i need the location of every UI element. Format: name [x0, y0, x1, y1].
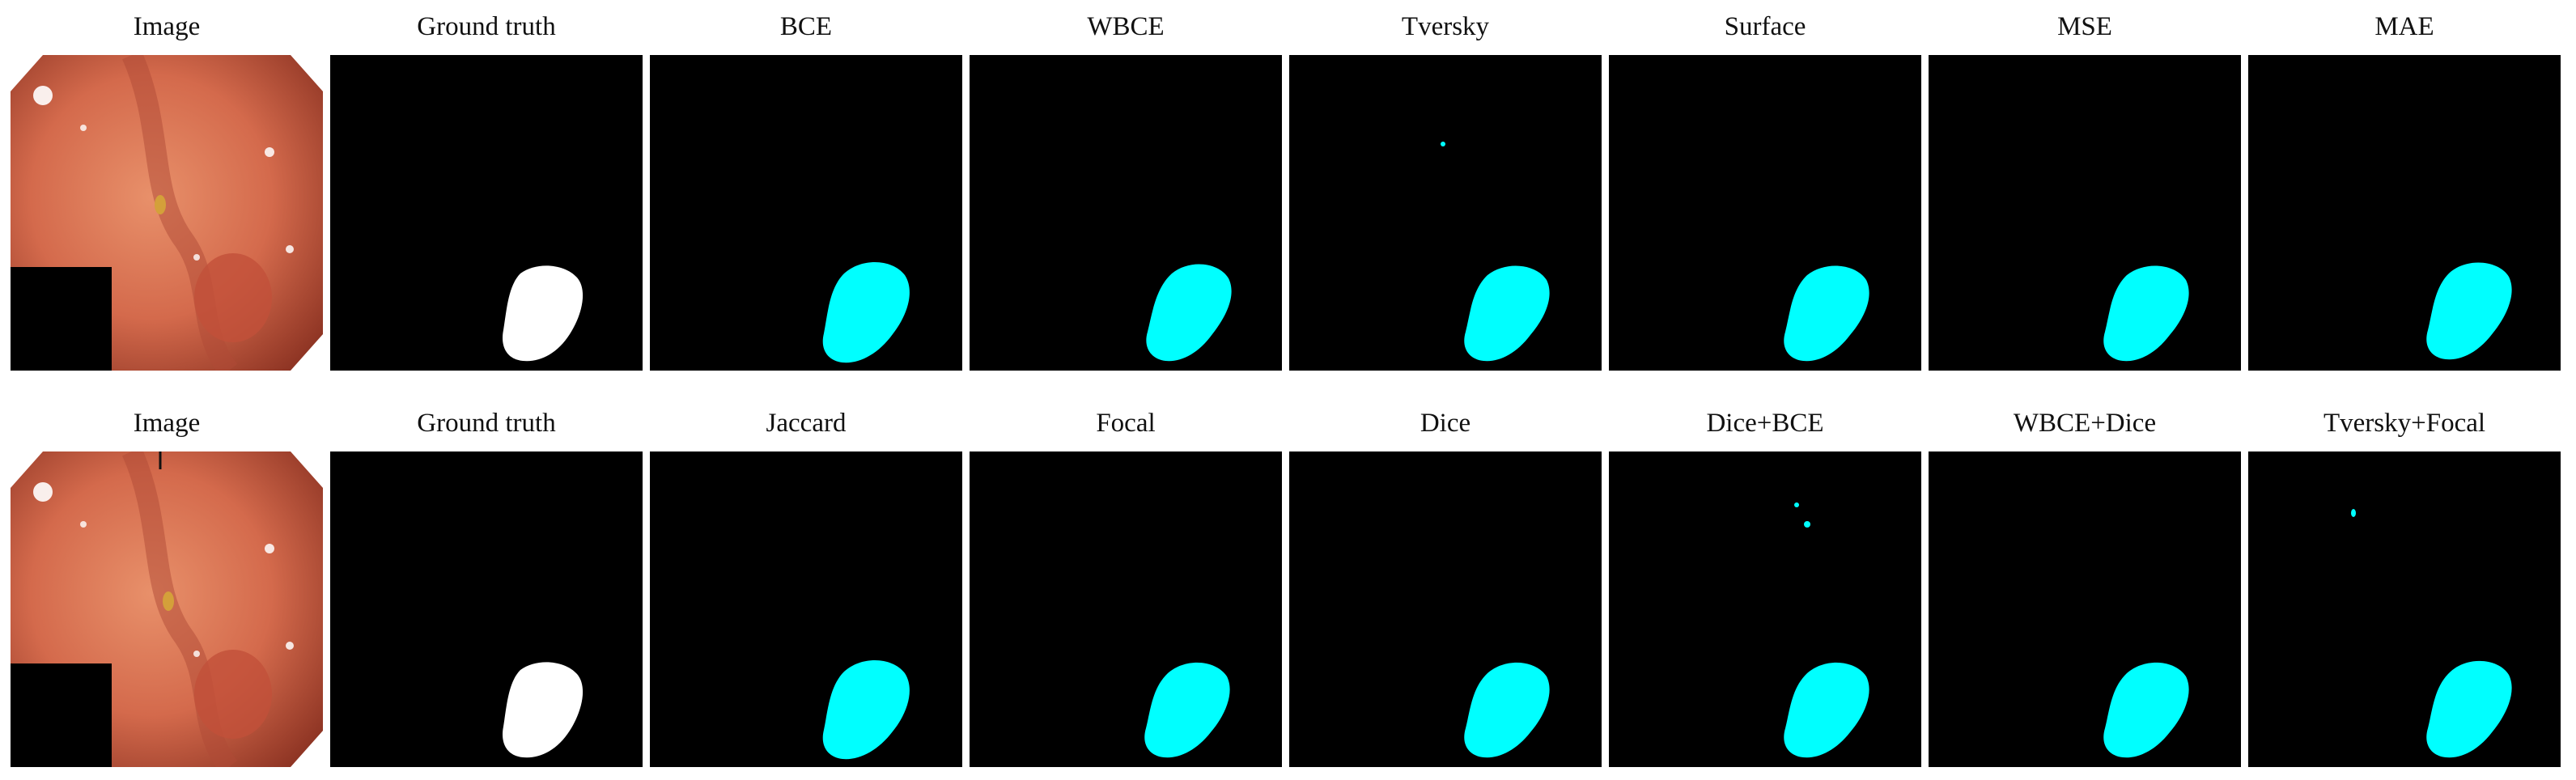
lesion-shape — [2103, 662, 2189, 758]
lesion-shape — [1146, 264, 1232, 362]
column-label: Ground truth — [417, 409, 556, 438]
mask-panel — [1289, 55, 1602, 371]
lesion-shape — [1464, 265, 1550, 362]
lesion-shape — [503, 662, 584, 758]
lesion-shape — [1784, 265, 1869, 362]
lesion-shape — [2426, 660, 2512, 758]
column-label: Image — [133, 409, 201, 438]
lesion-shape — [503, 265, 584, 362]
mask-panel — [1929, 451, 2241, 767]
cell-ground-truth: Ground truth — [328, 0, 645, 380]
column-label: MAE — [2374, 12, 2434, 41]
false-positive-speck — [2351, 509, 2356, 517]
mask-panel — [970, 55, 1282, 371]
mask-panel — [2248, 451, 2561, 767]
dice-mask — [1289, 451, 1602, 767]
cell-focal: Focal — [967, 396, 1284, 777]
mask-panel — [650, 451, 962, 767]
cell-ground-truth: Ground truth — [328, 396, 645, 777]
false-positive-speck — [1804, 521, 1810, 528]
column-label: BCE — [779, 12, 833, 41]
endoscopy-image — [11, 55, 323, 371]
cell-mae: MAE — [2246, 0, 2563, 380]
mse-mask — [1929, 55, 2241, 371]
lesion-shape — [2426, 262, 2512, 360]
column-label: Dice+BCE — [1706, 409, 1824, 438]
jaccard-mask — [650, 451, 962, 767]
cell-surface: Surface — [1606, 0, 1924, 380]
dice-bce-mask — [1609, 451, 1921, 767]
bce-mask — [650, 55, 962, 371]
column-label: Surface — [1724, 12, 1806, 41]
mask-panel — [330, 55, 643, 371]
surface-mask — [1609, 55, 1921, 371]
column-label: Dice — [1420, 409, 1471, 438]
ground-truth-mask — [330, 451, 643, 767]
cell-tversky-focal: Tversky+Focal — [2246, 396, 2563, 777]
comparison-row-1: Image — [8, 0, 2568, 380]
lesion-shape — [822, 261, 910, 363]
cell-mse: MSE — [1926, 0, 2243, 380]
cell-wbce: WBCE — [967, 0, 1284, 380]
tversky-mask — [1289, 55, 1602, 371]
cell-bce: BCE — [647, 0, 965, 380]
mask-panel — [650, 55, 962, 371]
column-label: Tversky+Focal — [2323, 409, 2486, 438]
column-label: WBCE+Dice — [2013, 409, 2157, 438]
mask-panel — [1609, 451, 1921, 767]
tversky-focal-mask — [2248, 451, 2561, 767]
cell-jaccard: Jaccard — [647, 396, 965, 777]
focal-mask — [970, 451, 1282, 767]
column-label: Focal — [1096, 409, 1156, 438]
endoscopy-photo — [11, 55, 323, 371]
endoscopy-image — [11, 451, 323, 767]
false-positive-speck — [1441, 142, 1445, 146]
mask-panel — [1609, 55, 1921, 371]
column-label: MSE — [2057, 12, 2112, 41]
mae-mask — [2248, 55, 2561, 371]
lesion-shape — [1464, 662, 1550, 758]
column-label: Tversky — [1401, 12, 1490, 41]
comparison-row-2: Image — [8, 396, 2568, 777]
column-label: Image — [133, 12, 201, 41]
lesion-shape — [1784, 662, 1869, 758]
wbce-dice-mask — [1929, 451, 2241, 767]
cell-image: Image — [8, 0, 325, 380]
mask-panel — [1929, 55, 2241, 371]
mask-panel — [1289, 451, 1602, 767]
cell-image: Image — [8, 396, 325, 777]
mask-panel — [2248, 55, 2561, 371]
endoscopy-photo — [11, 451, 323, 767]
cell-tversky: Tversky — [1287, 0, 1604, 380]
cell-dice: Dice — [1287, 396, 1604, 777]
lesion-shape — [822, 659, 910, 760]
column-label: Jaccard — [766, 409, 847, 438]
wbce-mask — [970, 55, 1282, 371]
false-positive-speck — [1794, 502, 1799, 507]
ground-truth-mask — [330, 55, 643, 371]
lesion-shape — [1144, 662, 1230, 758]
cell-wbce-dice: WBCE+Dice — [1926, 396, 2243, 777]
column-label: Ground truth — [417, 12, 556, 41]
cell-dice-bce: Dice+BCE — [1606, 396, 1924, 777]
lesion-shape — [2103, 265, 2189, 362]
mask-panel — [970, 451, 1282, 767]
mask-panel — [330, 451, 643, 767]
column-label: WBCE — [1087, 12, 1165, 41]
